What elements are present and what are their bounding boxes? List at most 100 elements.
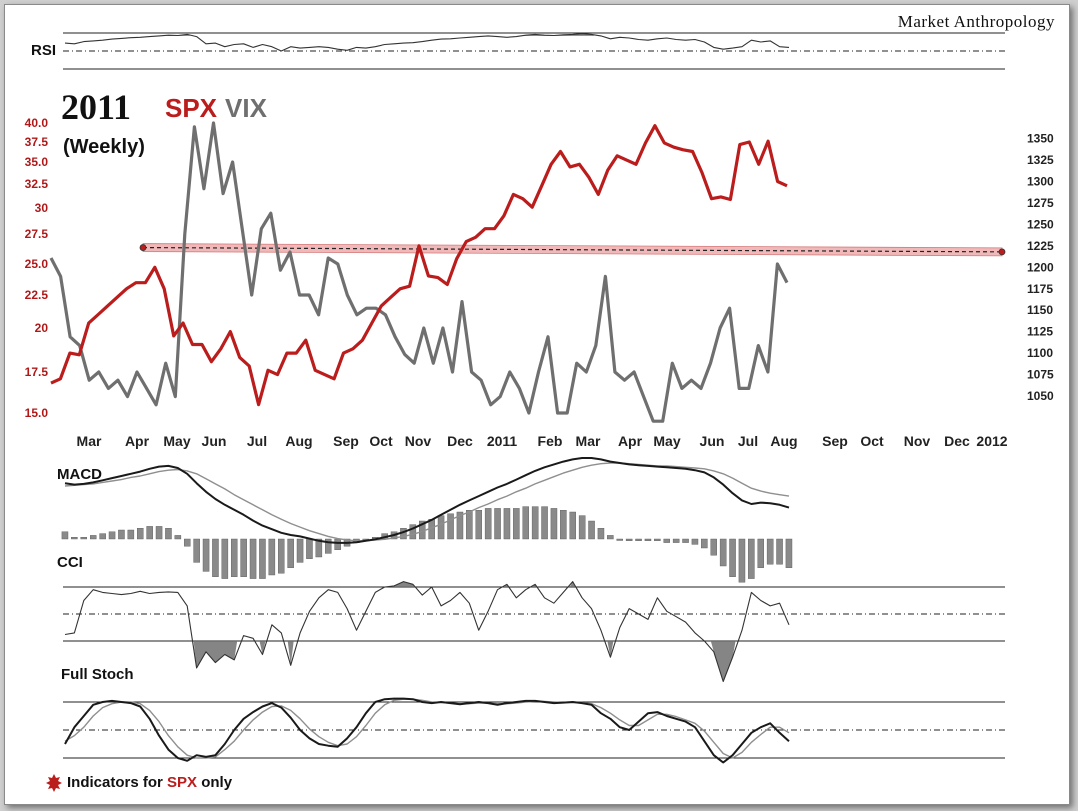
macd-histogram-bar: [522, 506, 530, 540]
macd-histogram-bar: [259, 538, 266, 579]
spx-axis-tick: 1200: [1027, 260, 1054, 274]
macd-histogram-bar: [306, 538, 313, 559]
spx-axis-tick: 1050: [1027, 389, 1054, 403]
macd-histogram-bar: [625, 538, 633, 541]
vix-axis-tick: 35.0: [25, 155, 49, 169]
rsi-panel: RSI: [31, 32, 1005, 70]
x-tick-label: Nov: [904, 433, 931, 449]
cci-oversold-fill: [287, 641, 294, 666]
spx-axis-tick: 1100: [1027, 346, 1053, 360]
x-tick-label: Jul: [738, 433, 758, 449]
cci-label: CCI: [57, 554, 83, 571]
macd-histogram-bar: [466, 510, 473, 540]
macd-histogram-bar: [560, 510, 567, 540]
macd-histogram-bar: [296, 538, 304, 563]
macd-histogram-bar: [80, 537, 87, 540]
macd-histogram-bar: [456, 511, 464, 540]
macd-histogram-bar: [99, 533, 106, 540]
spx-axis-tick: 1275: [1027, 196, 1054, 210]
macd-histogram-bar: [738, 538, 746, 583]
macd-histogram-bar: [513, 508, 520, 540]
stoch-layer: [64, 697, 790, 764]
macd-histogram-bar: [550, 508, 558, 540]
macd-line: [64, 457, 790, 544]
macd-histogram-bar: [315, 538, 323, 558]
macd-histogram-bar: [672, 538, 680, 543]
macd-histogram-bar: [240, 538, 247, 577]
macd-histogram-bar: [268, 538, 276, 576]
macd-histogram-bar: [616, 538, 624, 541]
macd-signal-line: [64, 462, 790, 542]
cci-panel: CCI: [57, 554, 1005, 683]
vix-axis-tick: 15.0: [25, 406, 49, 420]
macd-histogram-bar: [118, 529, 125, 540]
macd-histogram-bar: [663, 538, 671, 543]
macd-histogram-bar: [183, 538, 191, 547]
macd-histogram-bar: [89, 535, 97, 540]
macd-histogram-bar: [174, 535, 182, 540]
rsi-layer: [64, 33, 790, 52]
macd-histogram-bar: [766, 538, 774, 565]
macd-histogram-bar: [108, 531, 116, 540]
x-tick-label: Mar: [576, 433, 601, 449]
macd-histogram-bar: [503, 508, 511, 540]
x-tick-label: Sep: [822, 433, 848, 449]
macd-histogram-bar: [409, 524, 417, 540]
macd-histogram-bar: [776, 538, 783, 565]
chart-frame: Market Anthropology RSI 2011 SPX VIX (We…: [4, 4, 1070, 805]
vix-axis-tick: 40.0: [25, 116, 49, 130]
macd-histogram-bar: [785, 538, 793, 568]
x-tick-label: Feb: [538, 433, 563, 449]
macd-histogram-bar: [729, 538, 736, 577]
macd-histogram-bar: [278, 538, 285, 574]
vix-axis-tick: 27.5: [25, 227, 49, 241]
macd-histogram-bar: [710, 538, 718, 556]
spx-axis-tick: 1300: [1027, 175, 1054, 189]
spx-line: [50, 124, 788, 407]
stoch-panel: Full Stoch: [61, 666, 1005, 764]
x-tick-label: Sep: [333, 433, 359, 449]
x-tick-label: Apr: [125, 433, 150, 449]
cci-overbought-fill: [391, 581, 416, 587]
spx-axis: 1350 1325 1300 1275 1250 1225 1200 1175 1150 1125…: [1027, 132, 1054, 403]
x-tick-label: Dec: [944, 433, 970, 449]
x-tick-label: Aug: [770, 433, 797, 449]
title-vix: VIX: [225, 93, 268, 123]
x-tick-label: Aug: [285, 433, 312, 449]
spx-axis-tick: 1325: [1027, 153, 1054, 167]
spx-axis-tick: 1150: [1027, 303, 1053, 317]
macd-histogram-bar: [437, 515, 445, 540]
spx-axis-tick: 1250: [1027, 217, 1054, 231]
rsi-line: [64, 33, 790, 52]
x-tick-label: Apr: [618, 433, 643, 449]
macd-histogram-bar: [249, 538, 257, 579]
macd-histogram-bar: [71, 537, 78, 540]
stoch-d-line: [64, 698, 790, 759]
vix-axis-tick: 20: [35, 321, 49, 335]
macd-label: MACD: [57, 466, 102, 483]
x-tick-label: Jun: [202, 433, 227, 449]
brand-label: Market Anthropology: [898, 12, 1055, 31]
footnote: Indicators for SPX only: [46, 774, 233, 792]
stoch-label: Full Stoch: [61, 666, 134, 683]
spx-axis-tick: 1075: [1027, 368, 1054, 382]
footnote-suffix: only: [197, 774, 233, 791]
macd-histogram-bar: [531, 506, 539, 540]
cci-oversold-fill: [607, 641, 614, 658]
month-axis: Mar Apr May Jun Jul Aug Sep Oct Nov Dec 2011 Feb Mar…: [77, 433, 1008, 449]
spx-axis-tick: 1175: [1027, 282, 1053, 296]
macd-histogram-bar: [494, 508, 501, 540]
subtitle: (Weekly): [63, 136, 145, 158]
vix-axis-tick: 17.5: [25, 365, 49, 379]
title-year: 2011: [61, 87, 131, 127]
x-tick-label: Dec: [447, 433, 473, 449]
spx-axis-tick: 1350: [1027, 132, 1054, 146]
x-tick-label: Oct: [369, 433, 393, 449]
macd-histogram-bar: [61, 531, 69, 540]
macd-histogram-bar: [588, 520, 595, 540]
macd-histogram-bar: [202, 538, 210, 572]
x-tick-label: 2011: [487, 433, 518, 449]
x-tick-label: Jun: [700, 433, 725, 449]
macd-panel: MACD: [57, 457, 793, 583]
footnote-prefix: Indicators for: [67, 774, 167, 791]
